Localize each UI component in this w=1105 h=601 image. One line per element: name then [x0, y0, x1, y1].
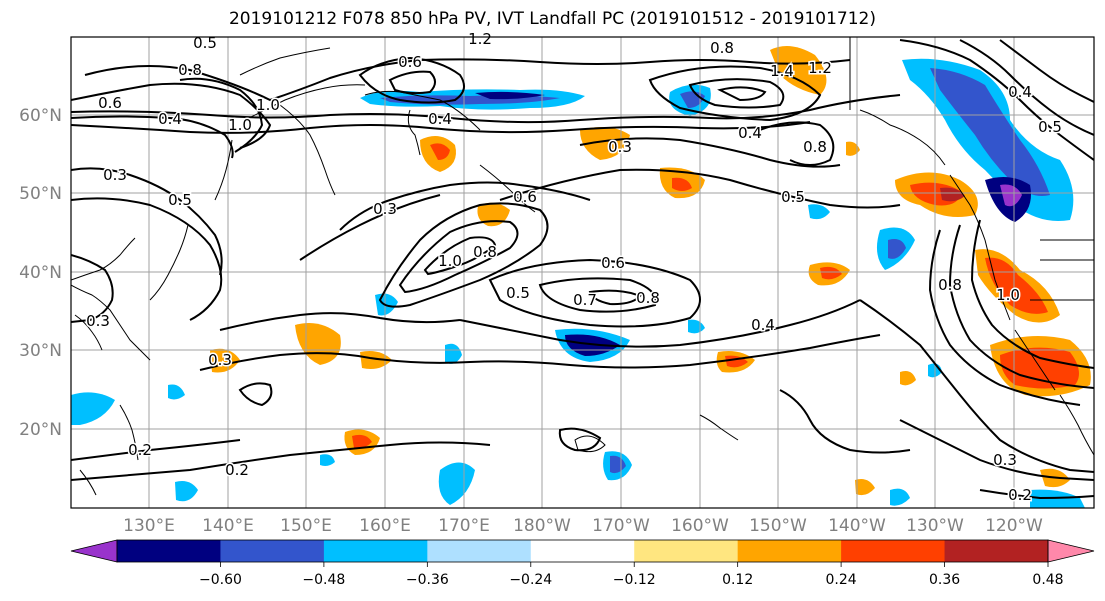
pv-contours: [71, 39, 1094, 500]
lon-label: 130°W: [906, 516, 964, 536]
colorbar-segment: [841, 540, 946, 562]
contour-label: 0.8: [178, 61, 202, 79]
contour-label: 0.5: [193, 34, 217, 52]
contour-label: 0.4: [1008, 83, 1032, 101]
contour-label: 0.3: [103, 166, 127, 184]
contour-label: 0.5: [168, 191, 192, 209]
contour-label: 0.2: [225, 461, 249, 479]
contour-label: 0.6: [513, 188, 537, 206]
graticule: [71, 37, 1094, 508]
lon-label: 160°E: [359, 516, 411, 536]
contour-label: 1.0: [438, 252, 462, 270]
contour-label: 0.8: [803, 138, 827, 156]
colorbar-extend-low: [70, 539, 118, 563]
colorbar-tick-label: −0.24: [509, 572, 552, 588]
colorbar-segment: [634, 540, 739, 562]
contour-label: 0.8: [636, 289, 660, 307]
contour-label: 0.3: [86, 312, 110, 330]
colorbar-segment: [323, 540, 428, 562]
colorbar-segment: [117, 540, 221, 562]
colorbar-segments: [70, 539, 1095, 563]
contour-label: 0.5: [1038, 118, 1062, 136]
lon-label: 130°E: [123, 516, 175, 536]
lon-label: 180°W: [513, 516, 571, 536]
map-frame: [70, 36, 1095, 509]
colorbar-tick-label: 0.24: [826, 572, 857, 588]
contour-label: 1.2: [808, 59, 832, 77]
lat-label: 40°N: [19, 263, 62, 283]
colorbar-tick-label: −0.60: [199, 572, 242, 588]
contour-label: 0.3: [373, 200, 397, 218]
contour-label: 0.8: [710, 39, 734, 57]
contour-label: 0.6: [98, 94, 122, 112]
colorbar-segment: [944, 540, 1049, 562]
contour-label: 0.4: [158, 110, 182, 128]
lat-label: 30°N: [19, 341, 62, 361]
lat-label: 20°N: [19, 420, 62, 440]
contour-label: 0.2: [1008, 486, 1032, 504]
contour-label: 1.0: [256, 96, 280, 114]
contour-label: 1.4: [770, 62, 794, 80]
lat-label: 60°N: [19, 106, 62, 126]
contour-label: 0.4: [751, 316, 775, 334]
map-title: 2019101212 F078 850 hPa PV, IVT Landfall…: [228, 9, 876, 29]
contour-label: 0.3: [208, 351, 232, 369]
contour-label: 0.2: [128, 441, 152, 459]
contour-label: 0.6: [398, 53, 422, 71]
contour-labels: 0.5 1.2 0.8 1.4 1.2 0.4 0.6 0.8 0.4 1.0 0.3 0.6 1.0 0…: [85, 29, 1064, 506]
colorbar-segment: [220, 540, 325, 562]
colorbar-tick-label: 0.12: [722, 572, 753, 588]
contour-label: 0.4: [738, 124, 762, 142]
contour-label: 0.3: [608, 138, 632, 156]
lon-label: 140°E: [202, 516, 254, 536]
contour-label: 1.0: [228, 116, 252, 134]
contour-label: 1.2: [468, 30, 492, 48]
contour-label: 0.8: [473, 243, 497, 261]
lat-label: 50°N: [19, 184, 62, 204]
colorbar-frame: [116, 539, 1049, 563]
contour-label: 0.3: [993, 451, 1017, 469]
contour-label: 0.8: [938, 276, 962, 294]
contour-label: 1.0: [996, 286, 1020, 304]
lon-label: 140°W: [828, 516, 886, 536]
lon-label: 170°W: [592, 516, 650, 536]
colorbar-tick-label: −0.12: [613, 572, 656, 588]
colorbar-extend-high: [1047, 539, 1095, 563]
colorbar-segment: [427, 540, 532, 562]
lon-label: 160°W: [671, 516, 729, 536]
contour-label: 0.7: [573, 291, 597, 309]
colorbar-segment: [530, 540, 635, 562]
colorbar-tick-label: 0.48: [1032, 572, 1063, 588]
longitude-labels: 130°E 140°E 150°E 160°E 170°E 180°W 170°…: [123, 516, 1043, 536]
lon-label: 170°E: [438, 516, 490, 536]
latitude-labels: 60°N 50°N 40°N 30°N 20°N: [19, 106, 62, 440]
lon-label: 150°W: [749, 516, 807, 536]
colorbar: −0.60 −0.48 −0.36 −0.24 −0.12 0.12 0.24 0.36 0.4…: [70, 539, 1095, 588]
contour-label: 0.6: [601, 254, 625, 272]
contour-label: 0.4: [428, 110, 452, 128]
colorbar-tick-label: −0.48: [302, 572, 345, 588]
colorbar-tick-label: −0.36: [406, 572, 449, 588]
contour-label: 0.5: [506, 284, 530, 302]
colorbar-tick-label: 0.36: [929, 572, 960, 588]
colorbar-segment: [737, 540, 842, 562]
colorbar-ticks: −0.60 −0.48 −0.36 −0.24 −0.12 0.12 0.24 0.36 0.4…: [199, 562, 1064, 588]
lon-label: 150°E: [280, 516, 332, 536]
contour-label: 0.5: [781, 188, 805, 206]
lon-label: 120°W: [985, 516, 1043, 536]
